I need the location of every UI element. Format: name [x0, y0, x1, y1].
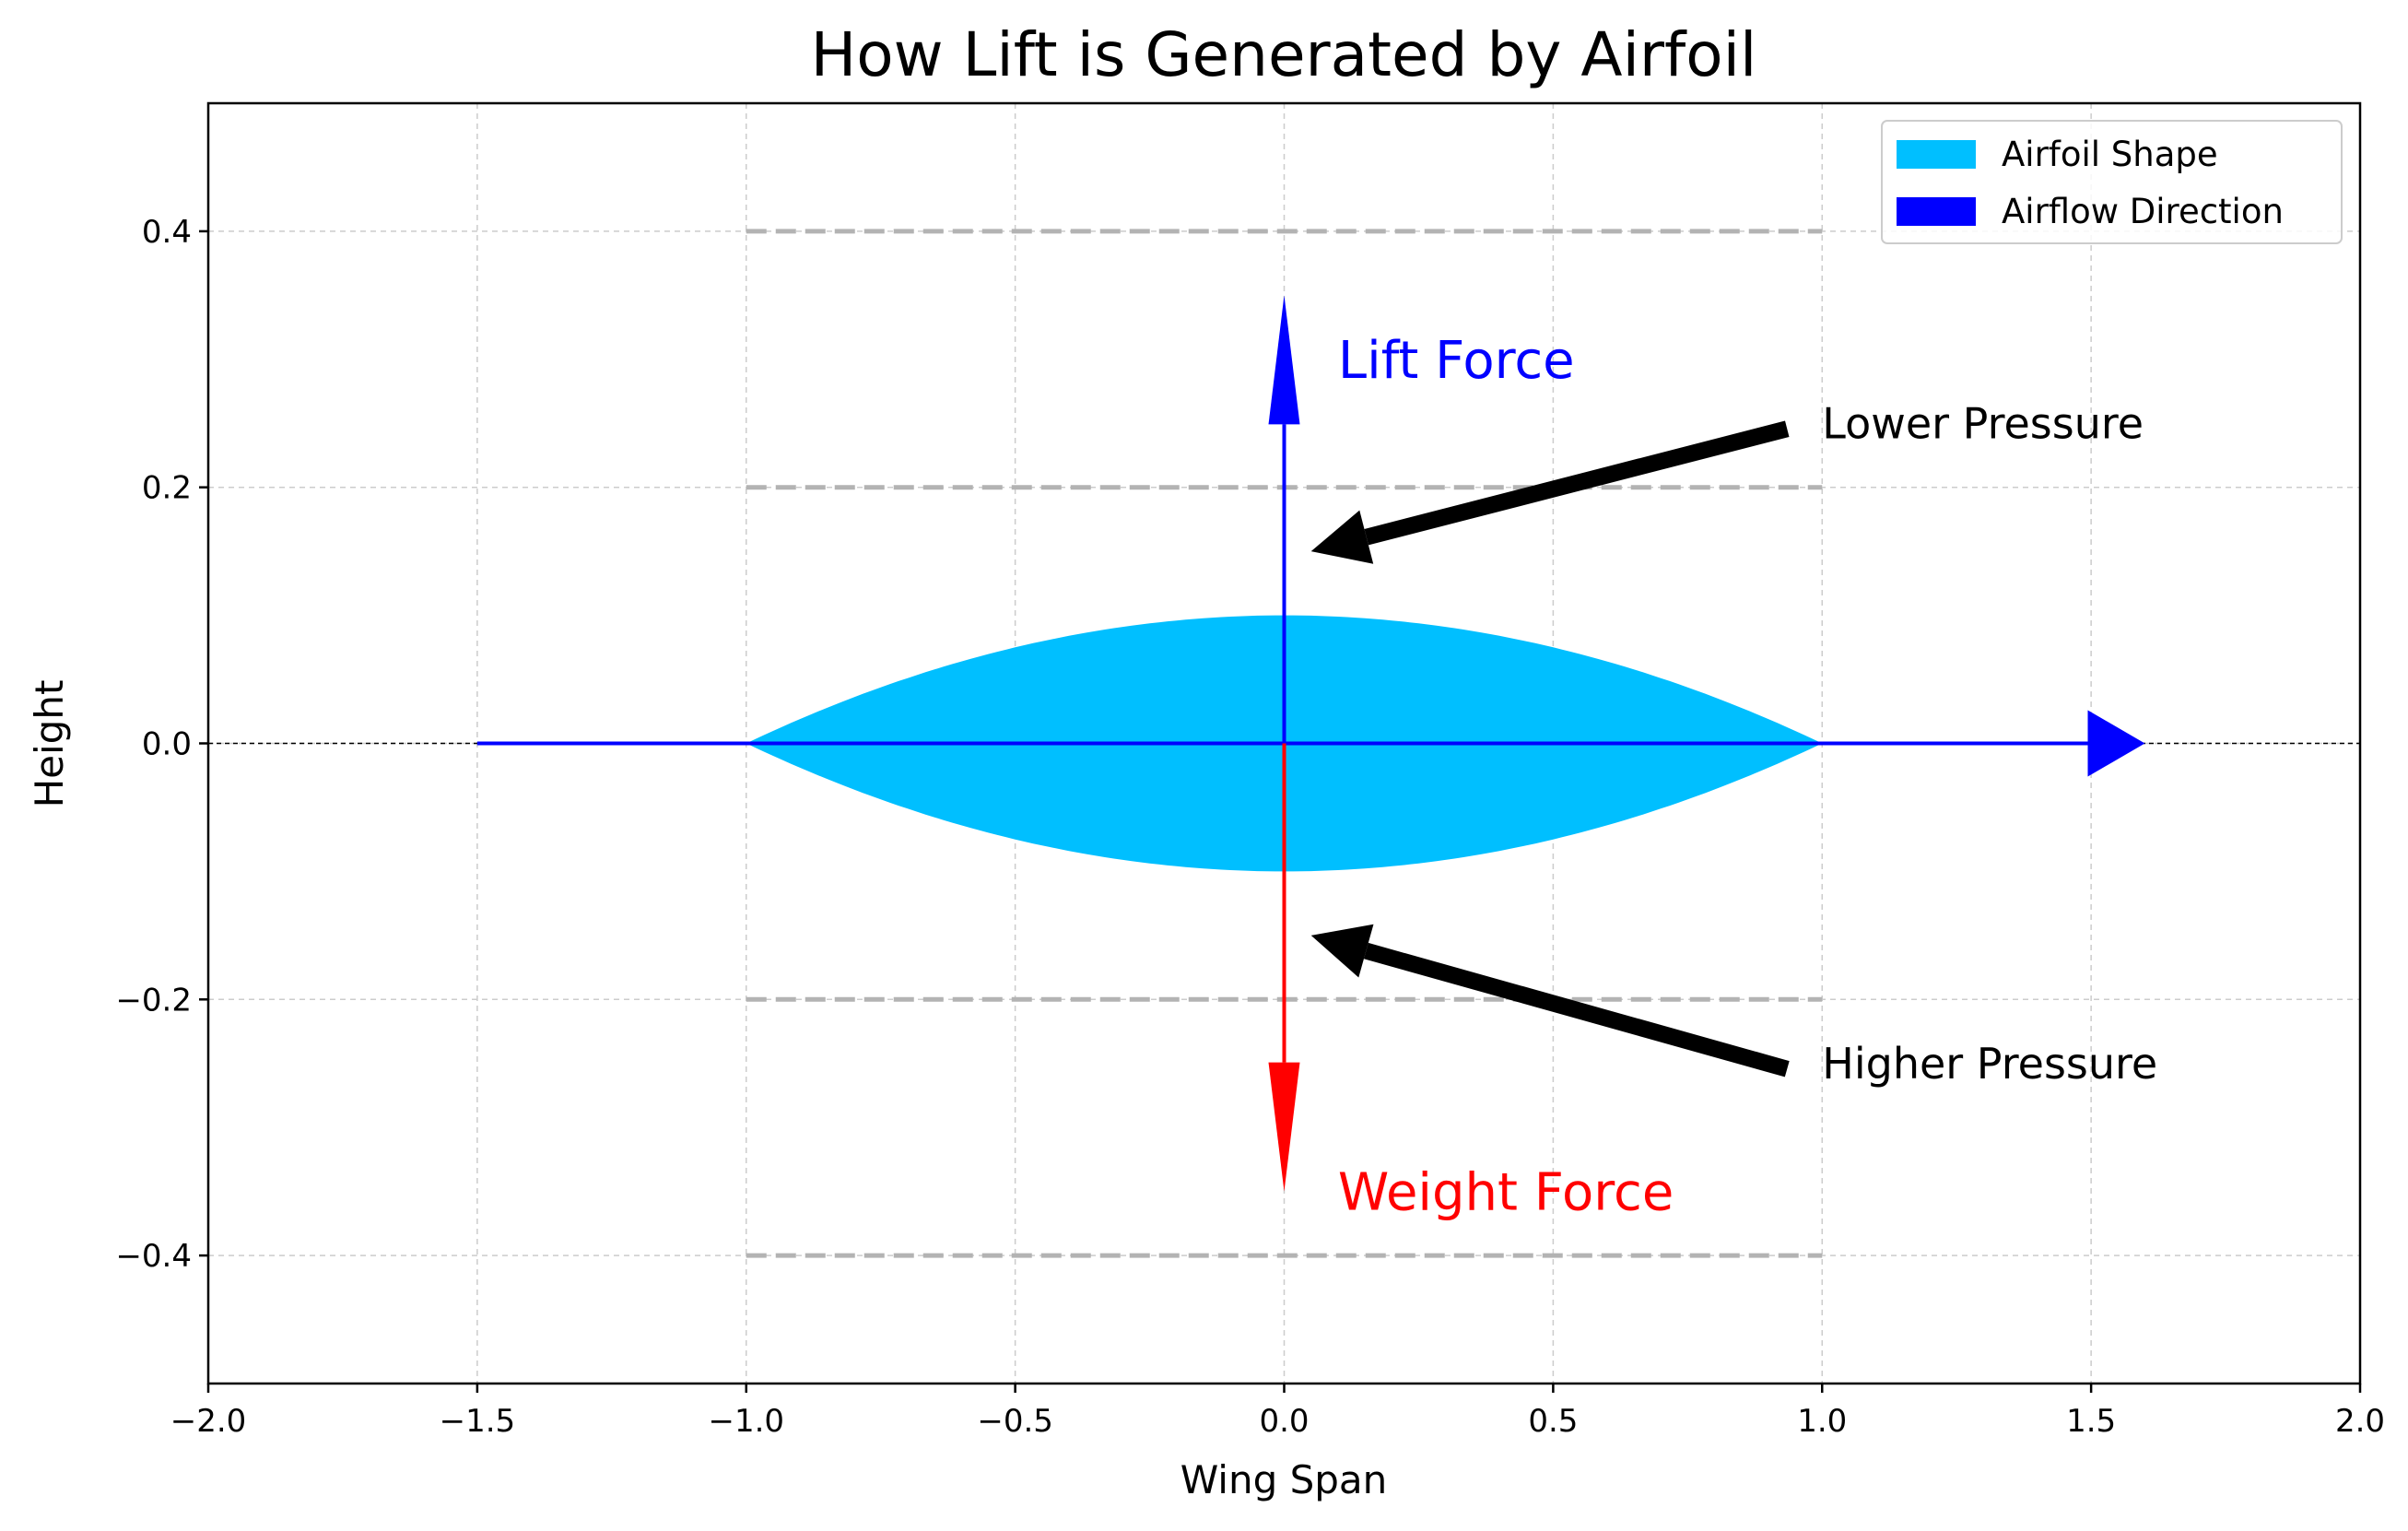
force-marks: [208, 295, 2360, 1192]
chart-title: How Lift is Generated by Airfoil: [811, 19, 1757, 90]
lower-pressure-arrow-shaft: [1364, 420, 1790, 546]
x-tick-label: −1.5: [440, 1403, 516, 1440]
lower-pressure-arrow-head: [1310, 510, 1374, 564]
y-tick-label: −0.4: [115, 1238, 192, 1275]
y-tick-label: −0.2: [115, 982, 192, 1019]
x-axis-label: Wing Span: [1181, 1457, 1388, 1502]
legend-swatch: [1897, 197, 1976, 226]
annotations: Lift Force Weight Force Lower Pressure High…: [1310, 331, 2157, 1223]
airflow-arrow-head: [2087, 710, 2145, 777]
x-tick-label: 2.0: [2335, 1403, 2385, 1440]
higher-pressure-label: Higher Pressure: [1822, 1039, 2157, 1089]
x-tick-label: −0.5: [977, 1403, 1053, 1440]
weight-force-head: [1268, 1062, 1300, 1192]
legend-box: [1881, 120, 2343, 244]
axis-ticks: −2.0 −1.5 −1.0 −0.5 0.0 0.5 1.0 1.5 2.0 −0.4 −0.2 0…: [115, 214, 2385, 1440]
weight-force-label: Weight Force: [1338, 1163, 1674, 1223]
x-tick-label: −2.0: [170, 1403, 247, 1440]
lift-force-head: [1268, 295, 1300, 425]
x-tick-label: 0.5: [1528, 1403, 1578, 1440]
x-tick-label: 1.5: [2066, 1403, 2116, 1440]
x-tick-label: 0.0: [1259, 1403, 1309, 1440]
y-tick-label: 0.0: [142, 726, 192, 763]
x-tick-label: 1.0: [1797, 1403, 1847, 1440]
lower-pressure-label: Lower Pressure: [1822, 398, 2144, 448]
y-tick-label: 0.2: [142, 470, 192, 507]
y-axis-label: Height: [27, 680, 72, 808]
legend: Airfoil Shape Airflow Direction: [1881, 120, 2343, 244]
legend-label: Airfoil Shape: [2002, 135, 2218, 174]
x-tick-label: −1.0: [708, 1403, 784, 1440]
higher-pressure-arrow-shaft: [1363, 942, 1790, 1078]
y-tick-label: 0.4: [142, 214, 192, 251]
legend-label: Airflow Direction: [2002, 192, 2284, 231]
higher-pressure-arrow-head: [1310, 924, 1374, 978]
legend-swatch: [1897, 140, 1976, 169]
lift-force-label: Lift Force: [1338, 331, 1575, 391]
